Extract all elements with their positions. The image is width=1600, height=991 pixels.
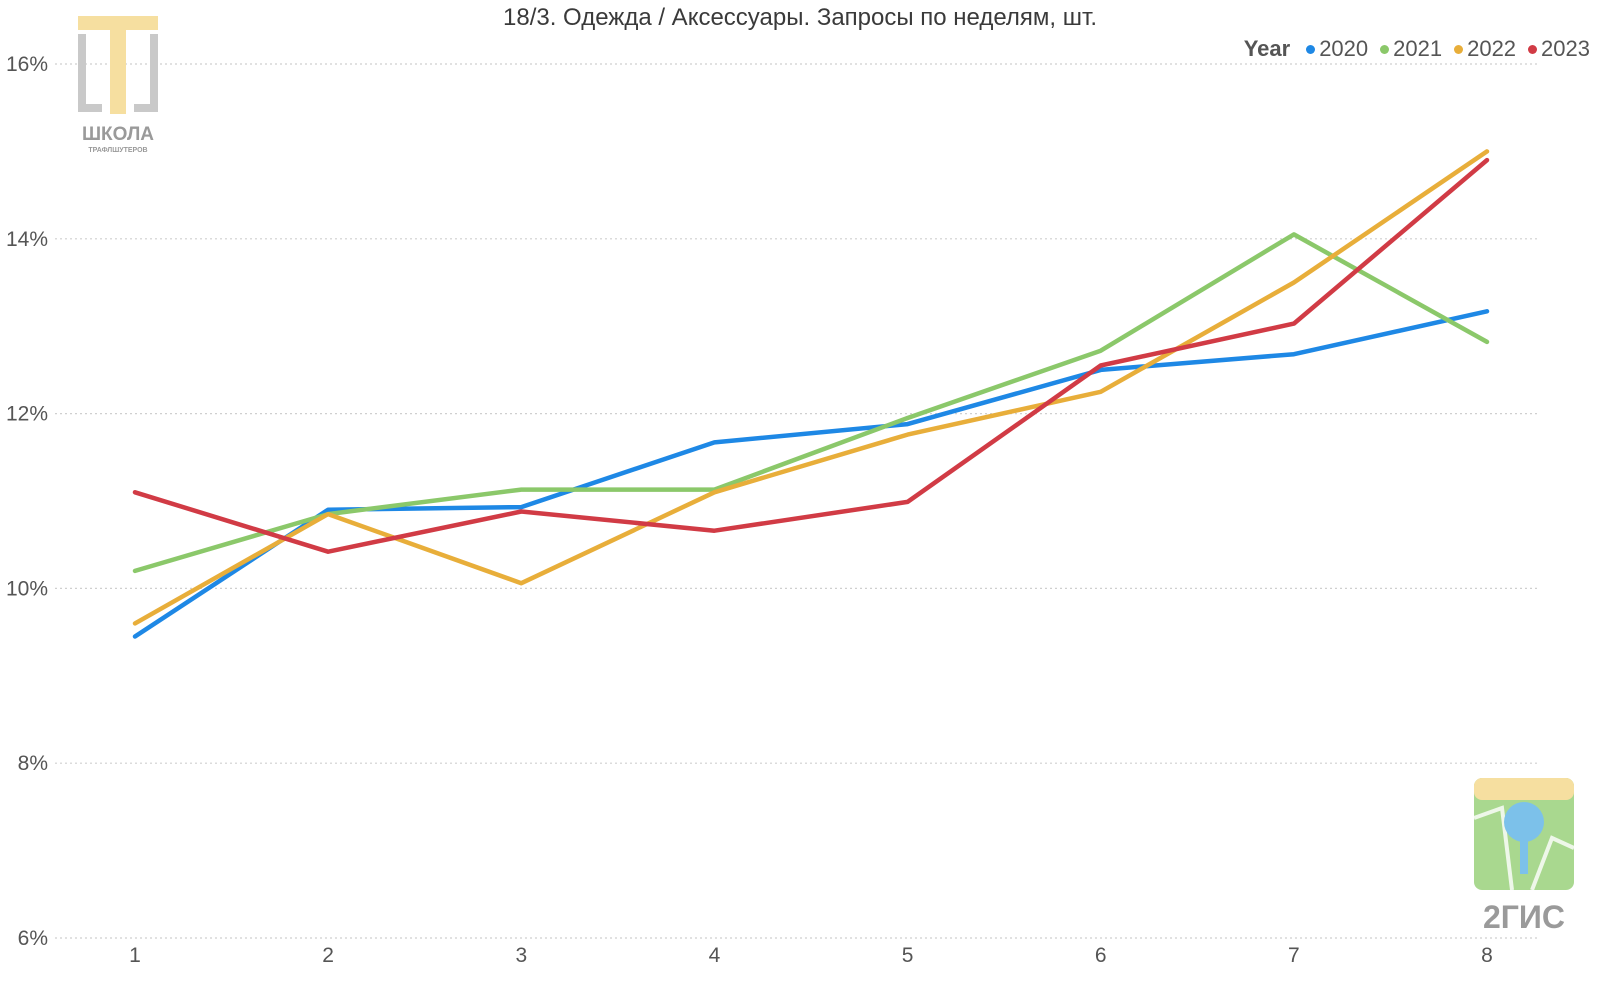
legend-marker xyxy=(1528,44,1538,54)
x-tick-label: 4 xyxy=(709,944,721,967)
y-tick-label: 12% xyxy=(6,403,48,426)
series-line-2021[interactable] xyxy=(132,232,1490,574)
legend-marker xyxy=(1306,44,1316,54)
legend-marker xyxy=(1380,44,1390,54)
legend-title: Year xyxy=(1243,36,1291,61)
series-lines xyxy=(132,149,1490,639)
chart-title: 18/3. Одежда / Аксессуары. Запросы по не… xyxy=(503,4,1097,31)
y-tick-label: 10% xyxy=(6,577,48,600)
2gis-logo-text: 2ГИС xyxy=(1483,899,1565,935)
series-line-2020[interactable] xyxy=(132,309,1490,639)
series-line-2022[interactable] xyxy=(132,149,1490,626)
y-tick-label: 6% xyxy=(18,927,48,950)
x-tick-label: 7 xyxy=(1288,944,1300,967)
x-axis-ticks: 1 2 3 4 5 6 7 8 xyxy=(129,944,1493,967)
y-axis-ticks: 6% 8% 10% 12% 14% 16% xyxy=(6,53,48,950)
gridlines xyxy=(55,63,1540,939)
series-line-2023[interactable] xyxy=(132,157,1490,554)
legend-item-2020[interactable]: 2020 xyxy=(1306,36,1368,62)
school-logo-icon: ШКОЛА ТРАФЛШУТЕРОВ xyxy=(78,16,158,154)
legend-item-2022[interactable]: 2022 xyxy=(1454,36,1516,62)
legend-item-2023[interactable]: 2023 xyxy=(1528,36,1590,62)
x-tick-label: 6 xyxy=(1095,944,1107,967)
2gis-logo-icon: 2ГИС xyxy=(1473,778,1575,935)
school-logo-subtext: ТРАФЛШУТЕРОВ xyxy=(88,147,147,154)
legend-label: 2023 xyxy=(1541,36,1590,61)
legend-label: 2022 xyxy=(1467,36,1517,61)
x-tick-label: 5 xyxy=(902,944,914,967)
x-tick-label: 2 xyxy=(322,944,334,967)
x-tick-label: 8 xyxy=(1481,944,1493,967)
x-tick-label: 1 xyxy=(129,944,141,967)
y-tick-label: 8% xyxy=(18,752,48,775)
legend-marker xyxy=(1454,44,1464,54)
legend-label: 2020 xyxy=(1319,36,1369,61)
legend-item-2021[interactable]: 2021 xyxy=(1380,36,1442,62)
school-logo-text: ШКОЛА xyxy=(82,124,154,145)
legend: Year 2020 2021 2022 2023 xyxy=(1244,36,1590,62)
y-tick-label: 14% xyxy=(6,228,48,251)
y-tick-label: 16% xyxy=(6,53,48,76)
legend-label: 2021 xyxy=(1393,36,1443,61)
x-tick-label: 3 xyxy=(515,944,527,967)
